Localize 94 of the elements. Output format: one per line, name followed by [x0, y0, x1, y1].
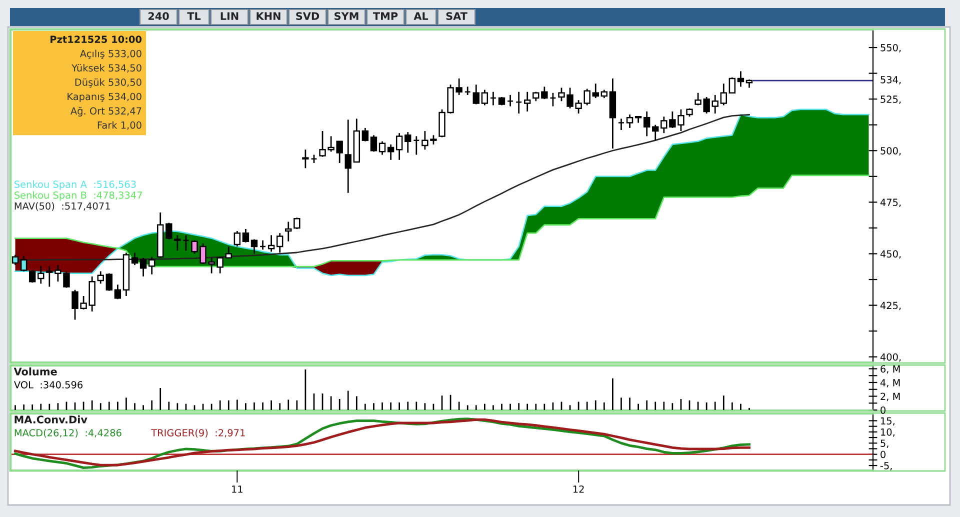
y-tick-label: 450,: [880, 250, 901, 259]
x-tick-label: 12: [573, 485, 584, 493]
candlestick: [737, 70, 744, 88]
y-tick-label: 5,: [880, 440, 888, 448]
annotation: Açılış 533,00: [80, 50, 142, 60]
candlestick: [268, 234, 275, 252]
candlestick: [302, 148, 309, 169]
candlestick: [174, 234, 181, 252]
candlestick: [234, 230, 241, 248]
chart-title: Volume: [14, 367, 57, 376]
candlestick: [20, 255, 28, 272]
candlestick: [506, 94, 514, 107]
y-tick-label: -5,: [880, 462, 892, 470]
candlestick: [182, 234, 190, 252]
candlestick: [148, 256, 156, 276]
annotation: Pzt121525 10:00: [50, 36, 142, 43]
annotation: Fark 1,00: [98, 121, 142, 130]
annotation: Kapanış 534,00: [68, 92, 142, 102]
candlestick: [413, 136, 420, 156]
candlestick: [225, 246, 232, 259]
candlestick: [592, 82, 599, 99]
y-tick-label: 550,: [880, 44, 901, 52]
candlestick: [712, 94, 718, 114]
candlestick: [378, 140, 386, 156]
y-tick-label: 10,: [881, 428, 894, 437]
text: 240: [148, 12, 169, 20]
candlestick: [550, 92, 556, 107]
annotation: Yüksek 534,50: [72, 64, 142, 73]
y-tick-label: 4, M: [880, 379, 900, 388]
text: LIN: [220, 12, 238, 20]
candlestick: [259, 240, 266, 250]
candlestick: [515, 91, 522, 114]
candlestick: [532, 91, 540, 102]
candlestick: [166, 222, 172, 240]
candlestick: [728, 76, 736, 94]
candlestick: [294, 216, 300, 230]
candlestick: [97, 270, 104, 284]
candlestick: [396, 132, 403, 161]
candlestick: [276, 232, 284, 254]
text: KHN: [256, 12, 280, 20]
text: TL: [187, 12, 201, 20]
text: SVD: [296, 12, 320, 20]
candlestick: [524, 91, 531, 112]
candlestick: [285, 221, 292, 242]
y-tick-label: 2, M: [880, 392, 900, 402]
candlestick: [12, 254, 19, 266]
candlestick: [242, 228, 250, 244]
candlestick: [626, 114, 634, 129]
candlestick: [490, 91, 497, 106]
text: Senkou Span B :478,3347: [14, 191, 142, 201]
candlestick: [131, 252, 138, 266]
series-label: TRIGGER(9) :2,971: [151, 428, 245, 438]
y-tick-label: 400,: [880, 353, 901, 362]
candlestick: [720, 82, 727, 106]
candlestick: [387, 144, 394, 161]
y-tick-label: 15,: [881, 417, 894, 426]
series-label: VOL :340.596: [14, 381, 83, 388]
text: SYM: [334, 12, 358, 20]
y-tick-label: 0: [880, 406, 886, 414]
x-tick-label: 11: [232, 486, 242, 493]
candlestick: [140, 257, 147, 278]
candlestick: [541, 86, 548, 100]
candlestick: [652, 124, 659, 142]
ref-line-label: 534,: [880, 76, 901, 84]
candlestick: [362, 127, 369, 142]
text: MAV(50) :517,4071: [14, 202, 110, 211]
y-tick-label: 500,: [880, 147, 901, 156]
candlestick: [28, 270, 36, 284]
candlestick: [38, 265, 44, 284]
candlestick: [404, 131, 412, 154]
candlestick: [114, 284, 122, 300]
text: Senkou Span A :516,563: [14, 180, 136, 190]
candlestick: [643, 110, 650, 137]
text: AL: [414, 12, 428, 20]
y-tick-label: 425,: [880, 302, 901, 310]
y-tick-label: 525,: [880, 96, 901, 104]
candlestick: [618, 118, 625, 131]
y-tick-label: 6, M: [880, 365, 900, 374]
y-tick-label: 0: [880, 450, 886, 458]
y-tick-label: 475,: [880, 198, 901, 208]
text: SAT: [446, 12, 468, 20]
text: TMP: [372, 12, 398, 20]
candlestick: [464, 86, 471, 96]
series-label: MACD(26,12) :4,4286: [14, 428, 122, 438]
line-series: [14, 174, 870, 268]
chart-title: MA.Conv.Div: [14, 415, 88, 424]
annotation: Düşük 530,50: [75, 78, 142, 88]
candlestick: [106, 272, 113, 292]
candlestick: [481, 89, 488, 106]
candlestick: [250, 238, 258, 254]
candlestick: [344, 119, 352, 194]
annotation: Ağ. Ort 532,47: [70, 106, 142, 116]
candlestick: [370, 134, 378, 152]
candlestick: [472, 84, 480, 105]
